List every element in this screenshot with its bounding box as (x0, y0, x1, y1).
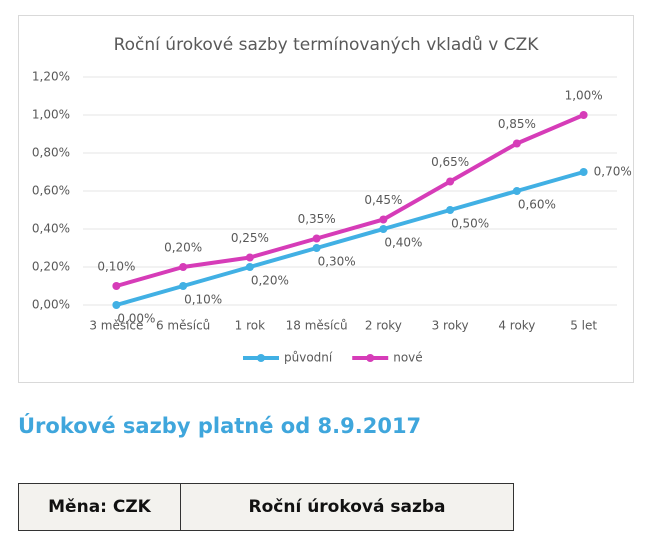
legend-marker (257, 354, 265, 362)
data-label: 0,65% (431, 155, 469, 169)
data-label: 0,20% (164, 241, 202, 255)
y-tick-label: 0,00% (32, 298, 70, 312)
data-label: 0,40% (384, 236, 422, 250)
data-label: 0,85% (498, 117, 536, 131)
legend-label: původní (284, 351, 333, 365)
y-tick-label: 1,00% (32, 108, 70, 122)
table-header: Měna: CZK Roční úroková sazba (18, 483, 514, 531)
point (512, 139, 521, 148)
point (112, 282, 121, 290)
y-tick-label: 0,60% (32, 184, 70, 198)
chart-title: Roční úrokové sazby termínovaných vkladů… (114, 35, 540, 55)
data-label: 0,30% (318, 255, 356, 269)
point (312, 234, 321, 243)
legend-marker (366, 354, 375, 362)
x-tick-label: 18 měsíců (286, 319, 348, 333)
point (379, 215, 388, 224)
data-label: 0,70% (594, 165, 632, 179)
header-cell: Měna: CZK (18, 483, 181, 531)
data-label: 0,00% (117, 312, 155, 326)
x-tick-label: 6 měsíců (156, 319, 210, 333)
point (245, 263, 254, 271)
point (446, 177, 455, 186)
point (579, 168, 588, 176)
point (245, 253, 254, 262)
x-tick-label: 5 let (570, 319, 597, 333)
table: Měna: CZK Roční úroková sazba (18, 483, 514, 531)
point (512, 187, 521, 195)
data-label: 0,35% (298, 212, 336, 226)
x-tick-label: 3 roky (432, 319, 469, 333)
data-label: 0,25% (231, 231, 269, 245)
y-tick-label: 0,80% (32, 146, 70, 160)
data-label: 0,20% (251, 274, 289, 288)
x-tick-label: 4 roky (498, 319, 535, 333)
point (579, 111, 588, 119)
y-tick-label: 0,40% (32, 222, 70, 236)
data-label: 0,45% (364, 193, 402, 207)
x-tick-label: 3 měsíce (89, 319, 143, 333)
header-cell: Roční úroková sazba (180, 483, 514, 531)
point (112, 301, 121, 309)
x-tick-label: 2 roky (365, 319, 402, 333)
x-tick-label: 1 rok (235, 319, 265, 333)
series-line (115, 170, 585, 307)
legend-label: nové (393, 351, 422, 365)
data-label: 0,10% (97, 260, 135, 274)
point (179, 282, 188, 290)
y-tick-label: 0,20% (32, 260, 70, 274)
chart: Roční úrokové sazby termínovaných vkladů… (18, 15, 634, 383)
y-tick-label: 1,20% (32, 70, 70, 84)
data-label: 0,50% (451, 217, 489, 231)
point (179, 263, 188, 271)
heading: Úrokové sazby platné od 8.9.2017 (18, 414, 422, 438)
point (312, 244, 321, 252)
data-label: 0,10% (184, 293, 222, 307)
data-label: 1,00% (565, 89, 603, 103)
series-line (115, 113, 585, 288)
data-label: 0,60% (518, 198, 556, 212)
point (446, 206, 455, 214)
point (379, 225, 388, 233)
